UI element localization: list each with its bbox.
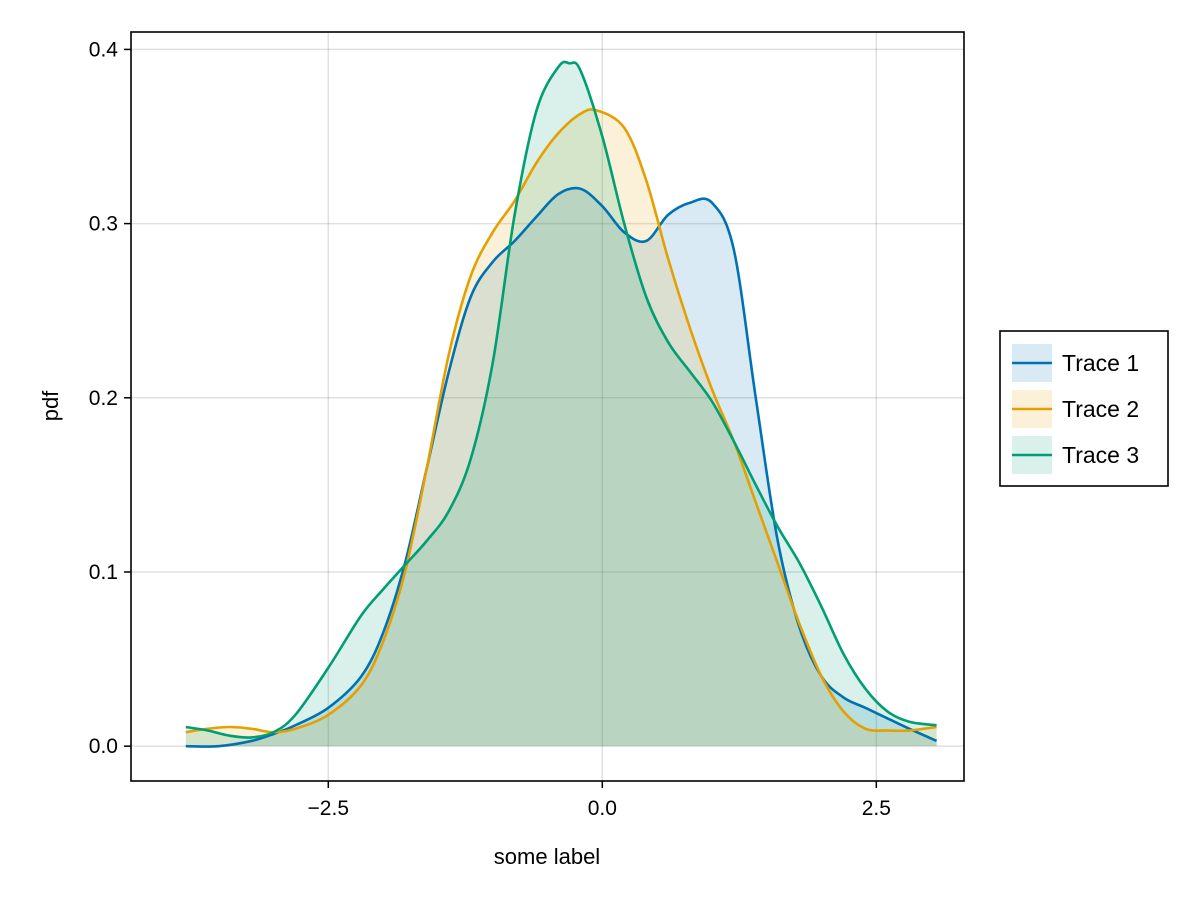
series-line-1 <box>185 186 938 748</box>
legend: Trace 1 Trace 2 Trace 3 <box>999 330 1169 487</box>
legend-label-2: Trace 2 <box>1062 396 1139 422</box>
x-axis-label: some label <box>494 844 600 869</box>
series-line-3 <box>185 60 937 739</box>
legend-label-1: Trace 1 <box>1062 350 1139 376</box>
axis-ticks: −2.5 0.0 2.5 0.0 0.1 0.2 0.3 0.4 <box>89 38 891 820</box>
x-tick-label-0: −2.5 <box>308 797 349 820</box>
y-axis-label: pdf <box>38 390 63 421</box>
x-tick-label-2: 2.5 <box>862 797 891 820</box>
x-tick-label-1: 0.0 <box>588 797 617 820</box>
y-tick-label-2: 0.2 <box>89 387 118 410</box>
series-line-2 <box>185 108 937 734</box>
y-tick-label-1: 0.1 <box>89 561 118 584</box>
y-tick-label-4: 0.4 <box>89 38 119 61</box>
y-tick-label-3: 0.3 <box>89 213 118 236</box>
legend-label-3: Trace 3 <box>1062 442 1139 468</box>
series-area-1 <box>185 188 937 747</box>
y-tick-label-0: 0.0 <box>89 735 118 758</box>
series-area-3 <box>185 61 937 747</box>
grid <box>131 32 964 781</box>
series-layer <box>185 60 938 748</box>
series-area-2 <box>185 109 937 747</box>
plot-frame <box>130 31 965 782</box>
